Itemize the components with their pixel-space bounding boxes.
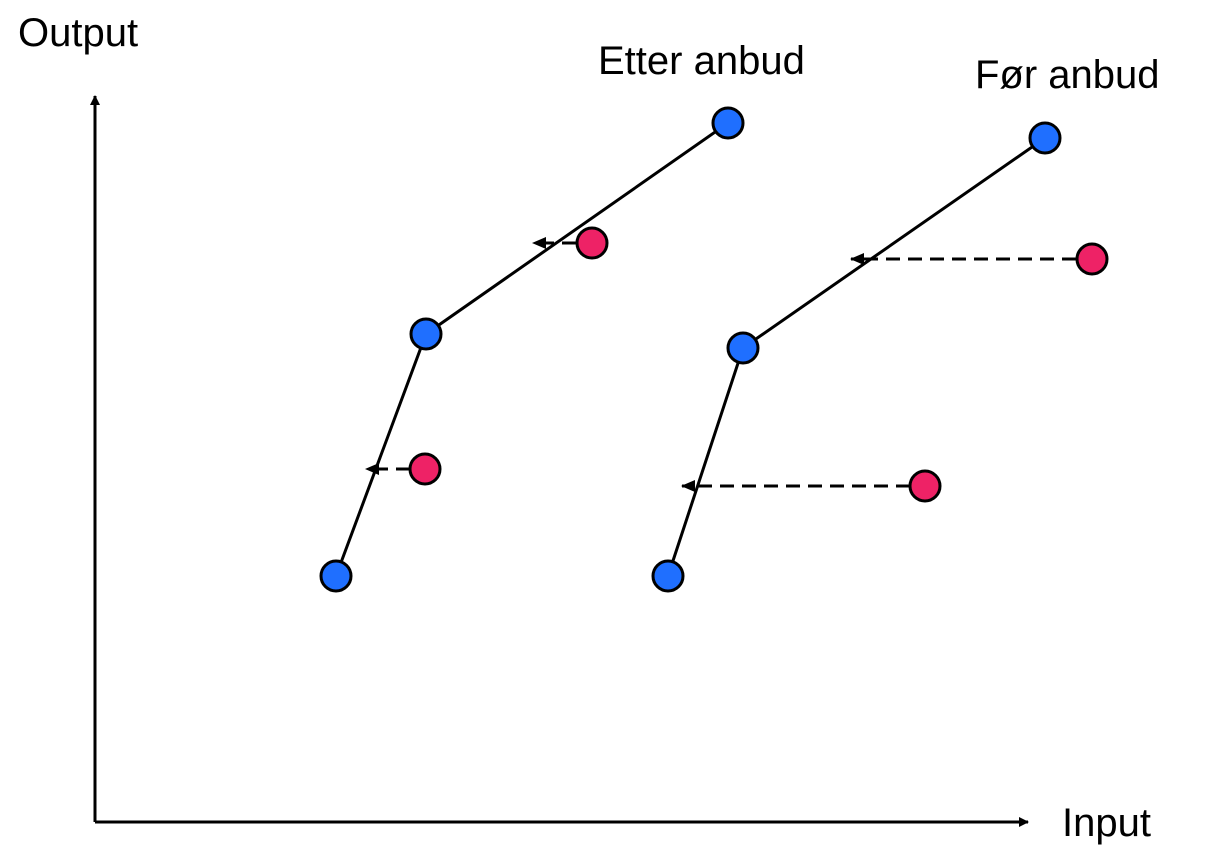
frontier-before-line <box>666 136 1046 577</box>
before-tender-label: Før anbud <box>975 53 1160 97</box>
efficient-unit <box>726 331 760 365</box>
x-axis-label: Input <box>1062 801 1151 845</box>
axes <box>90 95 1029 827</box>
inefficient-unit <box>908 469 942 503</box>
efficient-unit <box>651 559 685 593</box>
efficient-unit <box>409 317 443 351</box>
inefficient-unit <box>575 226 609 260</box>
inefficient-unit <box>1075 242 1109 276</box>
frontier-after-line <box>334 121 729 577</box>
y-axis-label: Output <box>18 11 138 55</box>
efficient-unit <box>1028 121 1062 155</box>
efficient-unit <box>711 106 745 140</box>
inefficient-unit <box>408 452 442 486</box>
after-tender-label: Etter anbud <box>598 39 805 83</box>
efficient-unit <box>319 559 353 593</box>
